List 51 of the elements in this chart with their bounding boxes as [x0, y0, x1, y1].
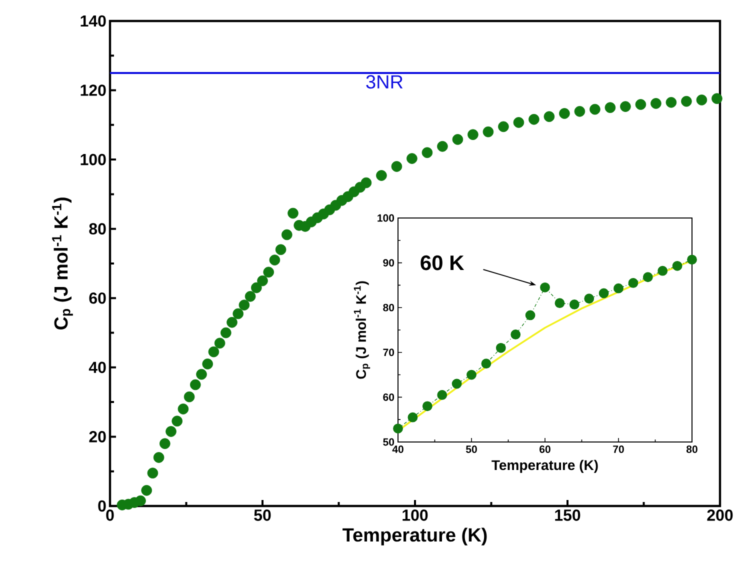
- x-axis-title: Temperature (K): [342, 528, 487, 546]
- x-tick-label: 50: [254, 510, 271, 521]
- x-tick-label: 60: [540, 446, 550, 453]
- x-axis-title: Temperature (K): [492, 460, 598, 473]
- point: [422, 401, 432, 412]
- point: [642, 272, 653, 282]
- point: [658, 266, 668, 276]
- x-tick-label: 100: [402, 510, 428, 521]
- y-tick-label: 80: [89, 223, 106, 235]
- x-tick-label: 50: [466, 446, 477, 453]
- point: [614, 283, 624, 294]
- x-tick-label: 70: [613, 446, 624, 453]
- point: [687, 254, 697, 265]
- y-tick-label: 140: [80, 15, 106, 27]
- y-tick-label: 50: [383, 438, 394, 446]
- y-tick-label: 100: [80, 154, 106, 166]
- point: [569, 300, 580, 310]
- point: [437, 390, 448, 400]
- point: [525, 310, 536, 320]
- point: [672, 260, 682, 271]
- x-tick-label: 200: [707, 510, 733, 521]
- x-tick-label: 40: [392, 446, 404, 453]
- point: [628, 278, 638, 288]
- point: [393, 424, 403, 434]
- point: [466, 370, 476, 380]
- point: [452, 378, 462, 389]
- y-tick-label: 70: [383, 348, 394, 356]
- y-tick-label: 40: [88, 362, 106, 374]
- y-tick-label: 80: [383, 304, 394, 312]
- y-tick-label: 90: [383, 259, 394, 267]
- point: [408, 412, 418, 422]
- x-tick-label: 80: [686, 446, 698, 453]
- y-tick-label: 0: [98, 500, 106, 512]
- point: [540, 282, 550, 292]
- y-tick-label: 120: [80, 84, 106, 96]
- y-axis-title: C$_{p}$ (J mol$^{-1}$ K$^{-1}$): [354, 281, 370, 379]
- y-tick-label: 60: [383, 393, 394, 401]
- point: [554, 298, 565, 308]
- ref-line-label: 3NR: [366, 75, 403, 89]
- y-tick-label: 100: [378, 214, 394, 222]
- x-tick-label: 0: [106, 510, 114, 521]
- point: [510, 330, 521, 340]
- y-tick-label: 60: [89, 292, 106, 304]
- point: [598, 288, 609, 298]
- y-axis-title: C$_{p}$ (J mol$^{-1}$ K$^{-1}$): [52, 198, 73, 330]
- point: [584, 294, 594, 304]
- point: [481, 358, 492, 369]
- point: [496, 342, 506, 353]
- y-tick-label: 20: [89, 431, 106, 442]
- x-tick-label: 150: [555, 510, 580, 521]
- annotation: 60 K: [420, 255, 464, 270]
